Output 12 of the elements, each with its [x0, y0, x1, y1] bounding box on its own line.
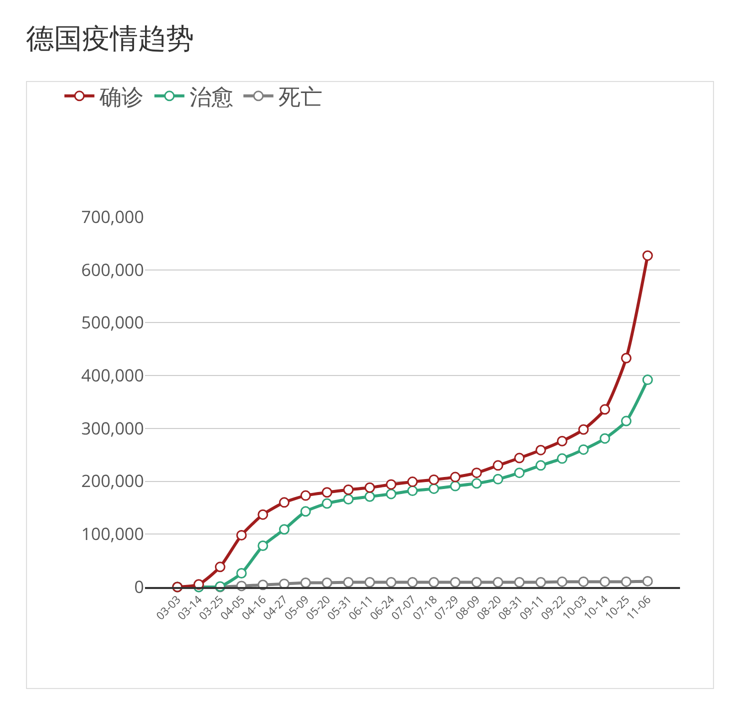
legend-label: 治愈	[189, 81, 234, 112]
legend-label: 死亡	[278, 81, 322, 112]
y-tick-label: 500,000	[81, 310, 144, 334]
y-tick-label: 200,000	[81, 469, 144, 492]
legend-label: 确诊	[98, 81, 144, 112]
chart-title: 德国疫情趋势	[26, 22, 194, 56]
y-tick-label: 700,000	[81, 204, 144, 228]
y-tick-label: 600,000	[81, 258, 144, 281]
y-tick-label: 300,000	[81, 416, 144, 440]
y-tick-label: 400,000	[81, 364, 144, 387]
y-tick-label: 100,000	[81, 522, 144, 546]
y-tick-label: 0	[134, 574, 144, 598]
